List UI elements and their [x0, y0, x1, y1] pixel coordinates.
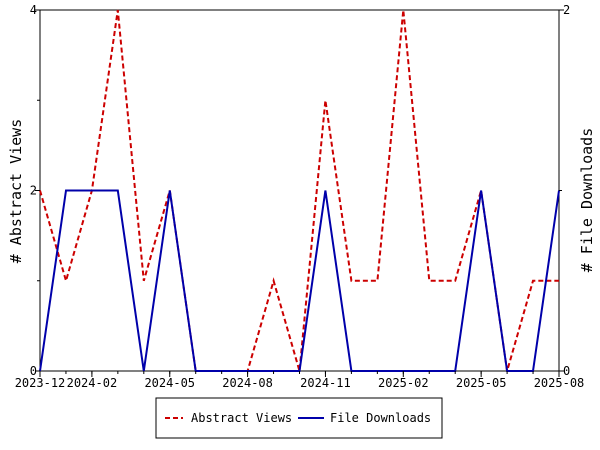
series-line-abstract-views — [39, 9, 559, 372]
x-tick-label: 2024-05 — [144, 376, 195, 390]
x-tick-label: 2024-11 — [300, 376, 351, 390]
legend-label-file-downloads: File Downloads — [330, 411, 431, 425]
legend-label-abstract-views: Abstract Views — [191, 411, 292, 425]
axis-layer: 2023-12 2024-02 2024-05 2024-08 2024-11 2025-… — [15, 3, 585, 390]
y-left-tick-label: 4 — [30, 3, 37, 17]
x-tick-label: 2025-05 — [456, 376, 507, 390]
x-tick-label: 2024-08 — [222, 376, 273, 390]
left-axis-title: # Abstract Views — [7, 119, 25, 264]
right-axis-title: # File Downloads — [578, 128, 596, 273]
y-left-tick-label: 2 — [30, 184, 37, 198]
series-layer — [39, 9, 560, 372]
x-tick-label: 2024-02 — [67, 376, 118, 390]
y-right-tick-label: 2 — [563, 3, 570, 17]
series-line-file-downloads — [39, 189, 560, 372]
x-tick-label: 2025-08 — [534, 376, 585, 390]
y-right-tick-label: 0 — [563, 364, 570, 378]
legend: Abstract Views File Downloads — [155, 397, 443, 439]
y-left-tick-label: 0 — [30, 364, 37, 378]
x-tick-label: 2023-12 — [15, 376, 66, 390]
x-tick-label: 2025-02 — [378, 376, 429, 390]
